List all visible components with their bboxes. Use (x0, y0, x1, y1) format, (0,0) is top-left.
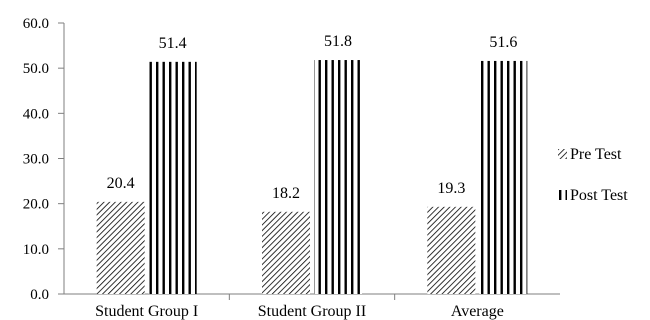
pre-test-bar (262, 211, 310, 294)
y-tick-label: 60.0 (23, 16, 49, 32)
legend-item-post-test: Post Test (558, 187, 628, 204)
x-category-label: Student Group I (95, 303, 198, 320)
bars-group (96, 60, 528, 294)
data-label: 51.6 (489, 34, 517, 51)
post-test-bar (314, 60, 362, 294)
x-category-label: Average (451, 303, 504, 320)
post-test-bar (479, 60, 528, 294)
data-label: 51.8 (324, 33, 352, 50)
data-label: 18.2 (272, 185, 300, 202)
x-axis: Student Group I Student Group II Average (64, 293, 560, 320)
y-tick-label: 10.0 (23, 242, 49, 258)
legend-swatch-post-test (558, 190, 567, 200)
post-test-bar (148, 61, 197, 294)
data-labels-group: 20.4 18.2 19.3 51.4 51.8 51.6 (107, 33, 518, 202)
y-tick-label: 30.0 (23, 152, 49, 168)
y-tick-label: 20.0 (23, 197, 49, 213)
pre-test-bar (427, 206, 476, 294)
legend-label: Post Test (570, 187, 628, 204)
data-label: 20.4 (107, 175, 135, 192)
legend-item-pre-test: Pre Test (558, 146, 622, 163)
x-category-label: Student Group II (258, 303, 366, 320)
legend-label: Pre Test (570, 146, 622, 163)
y-tick-label: 0.0 (30, 287, 49, 303)
y-tick-label: 40.0 (23, 106, 49, 122)
legend: Pre Test Post Test (558, 146, 628, 204)
pre-test-bar (96, 201, 145, 294)
y-axis: 0.0 10.0 20.0 30.0 40.0 50.0 60.0 (23, 16, 65, 303)
legend-swatch-pre-test (558, 149, 567, 159)
data-label: 51.4 (159, 35, 187, 52)
y-tick-label: 50.0 (23, 61, 49, 77)
data-label: 19.3 (437, 180, 465, 197)
